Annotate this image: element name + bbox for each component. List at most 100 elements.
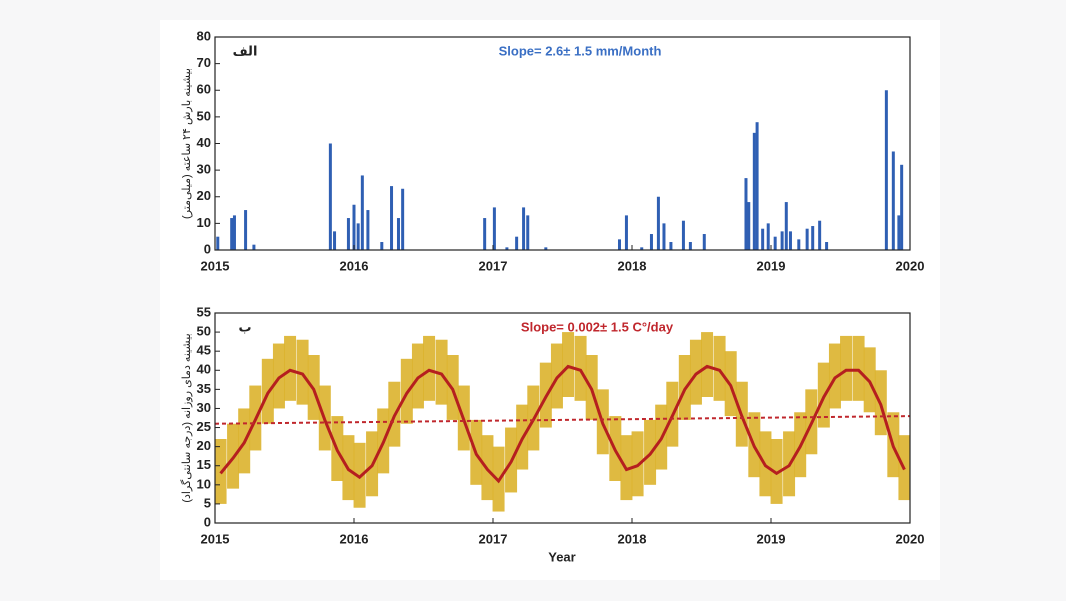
bar bbox=[755, 122, 759, 250]
y-tick-label: 5 bbox=[204, 495, 211, 510]
bar bbox=[356, 223, 360, 250]
range-band bbox=[701, 332, 714, 397]
bar bbox=[380, 242, 384, 250]
y-tick-label: 50 bbox=[197, 324, 211, 339]
bar bbox=[360, 175, 364, 250]
bar bbox=[396, 218, 400, 250]
bar bbox=[617, 239, 621, 250]
bar bbox=[328, 143, 332, 250]
bar bbox=[483, 218, 487, 250]
bar bbox=[230, 218, 234, 250]
y-tick-label: 0 bbox=[204, 241, 211, 256]
bar bbox=[649, 234, 653, 250]
range-band bbox=[689, 339, 702, 405]
range-band bbox=[770, 439, 783, 504]
bar bbox=[515, 236, 519, 250]
y-tick-label: 45 bbox=[197, 343, 211, 358]
y-tick-label: 55 bbox=[197, 304, 211, 319]
bar bbox=[752, 132, 756, 250]
bar bbox=[773, 236, 777, 250]
y-tick-label: 40 bbox=[197, 362, 211, 377]
range-band bbox=[574, 335, 587, 401]
x-tick-label: 2016 bbox=[340, 531, 369, 546]
panel-label: ب bbox=[238, 319, 251, 334]
plot-frame bbox=[214, 312, 911, 524]
x-axis-label: Year bbox=[548, 549, 575, 564]
range-band bbox=[840, 335, 853, 401]
bar bbox=[640, 247, 644, 250]
bar bbox=[797, 239, 801, 250]
bar bbox=[784, 202, 788, 250]
range-band bbox=[828, 343, 841, 409]
bar bbox=[216, 236, 220, 250]
range-band bbox=[852, 335, 865, 401]
bar bbox=[346, 218, 350, 250]
series-line bbox=[219, 364, 906, 484]
bar bbox=[401, 188, 405, 250]
x-tick-label: 2018 bbox=[618, 531, 647, 546]
x-tick-label: 2015 bbox=[201, 531, 230, 546]
bar bbox=[505, 247, 509, 250]
y-tick-label: 15 bbox=[197, 457, 211, 472]
y-tick-label: 60 bbox=[197, 82, 211, 97]
x-tick-label: 2018 bbox=[618, 258, 647, 273]
y-tick-label: 35 bbox=[197, 381, 211, 396]
x-tick-label: 2020 bbox=[896, 258, 925, 273]
bar bbox=[805, 228, 809, 250]
y-tick-label: 70 bbox=[197, 55, 211, 70]
bar bbox=[702, 234, 706, 250]
bar bbox=[252, 244, 256, 250]
range-band bbox=[296, 339, 309, 405]
y-axis-label: بیشینه بارش ۲۴ ساعته (میلی‌متر) bbox=[181, 68, 193, 219]
bar bbox=[744, 178, 748, 250]
bar bbox=[522, 207, 526, 250]
range-band bbox=[411, 343, 424, 409]
y-tick-label: 0 bbox=[204, 514, 211, 529]
bar bbox=[825, 242, 829, 250]
bar bbox=[624, 215, 628, 250]
x-tick-label: 2020 bbox=[896, 531, 925, 546]
y-tick-label: 20 bbox=[197, 438, 211, 453]
bar bbox=[492, 207, 496, 250]
range-band bbox=[284, 335, 297, 401]
bar bbox=[544, 247, 548, 250]
range-band bbox=[713, 335, 726, 401]
bar bbox=[891, 151, 895, 250]
bar bbox=[232, 215, 236, 250]
y-axis-label: بیشینه دمای روزانه (درجه سانتی‌گراد) bbox=[180, 333, 193, 502]
y-tick-label: 30 bbox=[197, 162, 211, 177]
y-tick-label: 40 bbox=[197, 135, 211, 150]
bar bbox=[747, 202, 751, 250]
x-tick-label: 2017 bbox=[479, 258, 508, 273]
y-tick-label: 50 bbox=[197, 108, 211, 123]
panel-background bbox=[160, 20, 940, 580]
bar bbox=[366, 210, 370, 250]
chart-title: Slope= 2.6± 1.5 mm/Month bbox=[499, 43, 662, 58]
chart-title: Slope= 0.002± 1.5 C°/day bbox=[521, 319, 674, 334]
bar bbox=[780, 231, 784, 250]
range-band bbox=[435, 339, 448, 405]
bar bbox=[766, 223, 770, 250]
x-tick-label: 2015 bbox=[201, 258, 230, 273]
y-tick-label: 20 bbox=[197, 188, 211, 203]
y-tick-label: 10 bbox=[197, 215, 211, 230]
bar bbox=[526, 215, 530, 250]
bar bbox=[390, 186, 394, 250]
bar bbox=[656, 196, 660, 250]
bar bbox=[669, 242, 673, 250]
y-tick-label: 30 bbox=[197, 400, 211, 415]
bar bbox=[788, 231, 792, 250]
bar bbox=[688, 242, 692, 250]
bar bbox=[900, 164, 904, 250]
bar bbox=[811, 226, 815, 250]
bar bbox=[681, 220, 685, 250]
y-tick-label: 25 bbox=[197, 419, 211, 434]
x-tick-label: 2017 bbox=[479, 531, 508, 546]
y-tick-label: 80 bbox=[197, 28, 211, 43]
x-tick-label: 2019 bbox=[757, 531, 786, 546]
trend-line bbox=[214, 415, 911, 425]
panel-label: الف bbox=[233, 43, 258, 58]
bar bbox=[244, 210, 248, 250]
bar bbox=[352, 204, 356, 250]
